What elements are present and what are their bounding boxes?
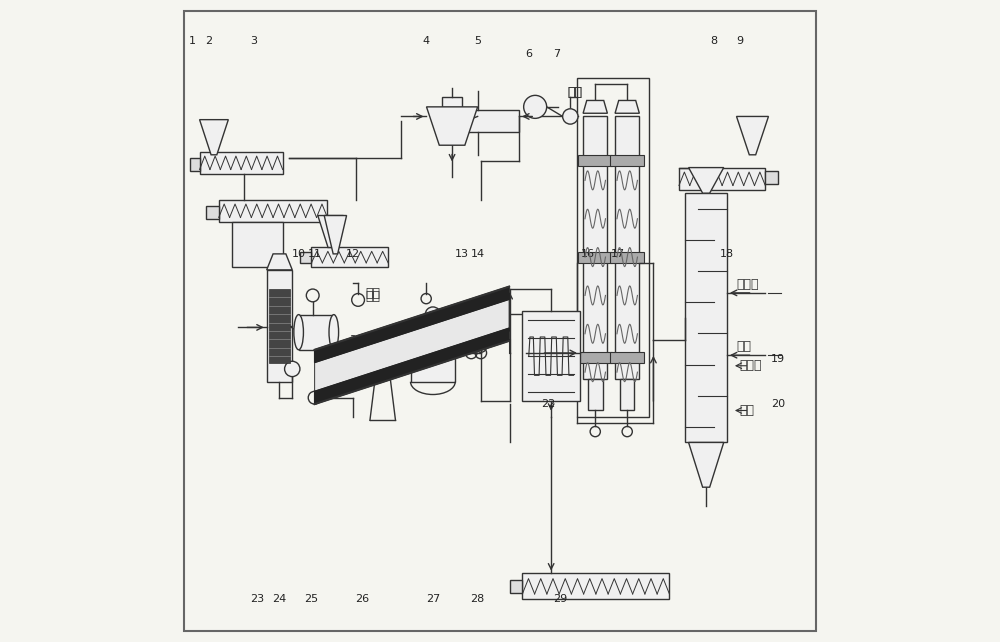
Bar <box>610 352 644 363</box>
Text: 9: 9 <box>736 36 743 46</box>
Bar <box>679 168 765 190</box>
Bar <box>522 573 669 599</box>
Text: 7: 7 <box>553 49 560 59</box>
Circle shape <box>285 361 300 377</box>
Polygon shape <box>267 254 292 270</box>
Text: 10: 10 <box>292 249 306 259</box>
Bar <box>522 311 580 401</box>
Text: 空气: 空气 <box>567 85 582 99</box>
Bar <box>510 580 522 593</box>
Text: 13: 13 <box>455 249 469 259</box>
Bar <box>578 155 612 166</box>
Text: 排空: 排空 <box>366 290 381 303</box>
Bar <box>577 78 649 417</box>
Text: 23: 23 <box>250 594 264 604</box>
Text: 水蒸气: 水蒸气 <box>737 278 759 291</box>
Bar <box>578 352 612 363</box>
Bar <box>300 252 311 263</box>
Bar <box>578 252 612 263</box>
Polygon shape <box>315 286 509 363</box>
Bar <box>267 270 292 382</box>
Bar <box>610 252 644 263</box>
Bar <box>583 116 607 379</box>
Text: 空气: 空气 <box>567 85 582 99</box>
Bar <box>219 200 327 222</box>
Text: 水蒸气: 水蒸气 <box>740 360 762 372</box>
Text: 1: 1 <box>188 36 195 46</box>
Bar <box>190 158 200 171</box>
Text: 12: 12 <box>346 249 360 259</box>
Text: 29: 29 <box>554 594 568 604</box>
Text: 18: 18 <box>720 249 734 259</box>
Text: 27: 27 <box>426 594 440 604</box>
Polygon shape <box>315 299 509 392</box>
Bar <box>311 247 388 266</box>
Text: 21: 21 <box>349 335 363 345</box>
Text: 17: 17 <box>611 249 625 259</box>
Text: 排空: 排空 <box>366 287 381 300</box>
Bar <box>200 152 283 174</box>
Text: 4: 4 <box>423 36 430 46</box>
Text: 3: 3 <box>250 36 257 46</box>
Bar <box>269 289 290 363</box>
Polygon shape <box>615 100 639 113</box>
Text: 2: 2 <box>206 36 213 46</box>
Bar <box>232 222 283 266</box>
Bar <box>442 98 462 107</box>
Text: 25: 25 <box>304 594 318 604</box>
Polygon shape <box>315 328 509 404</box>
Text: 24: 24 <box>272 594 287 604</box>
Text: 20: 20 <box>771 399 785 409</box>
Text: 28: 28 <box>471 594 485 604</box>
Polygon shape <box>689 168 724 193</box>
Bar <box>299 315 334 350</box>
Text: 6: 6 <box>525 49 532 59</box>
Text: 氧气: 氧气 <box>740 404 755 417</box>
Text: 15: 15 <box>490 293 504 304</box>
Polygon shape <box>689 442 724 487</box>
Polygon shape <box>426 107 478 145</box>
Text: 22: 22 <box>541 399 555 409</box>
Polygon shape <box>200 119 228 155</box>
Bar <box>615 116 639 379</box>
Bar <box>465 110 519 132</box>
Bar <box>685 193 727 442</box>
Ellipse shape <box>329 315 339 350</box>
Bar <box>588 379 603 410</box>
Text: 11: 11 <box>308 249 322 259</box>
Polygon shape <box>324 216 347 254</box>
Bar <box>206 206 219 219</box>
Text: 8: 8 <box>711 36 718 46</box>
Circle shape <box>563 108 578 124</box>
Text: 26: 26 <box>356 594 370 604</box>
Text: 5: 5 <box>474 36 481 46</box>
Ellipse shape <box>294 315 303 350</box>
Bar <box>411 324 455 382</box>
Bar <box>610 155 644 166</box>
Polygon shape <box>737 116 768 155</box>
Text: 14: 14 <box>471 249 485 259</box>
Bar <box>203 155 225 168</box>
Text: 氧气: 氧气 <box>737 340 752 353</box>
Bar <box>765 171 778 184</box>
Bar <box>620 379 634 410</box>
Polygon shape <box>318 216 343 247</box>
Polygon shape <box>583 100 607 113</box>
Text: 16: 16 <box>581 249 595 259</box>
Circle shape <box>425 307 441 322</box>
Circle shape <box>524 96 547 118</box>
Text: 19: 19 <box>771 354 785 365</box>
